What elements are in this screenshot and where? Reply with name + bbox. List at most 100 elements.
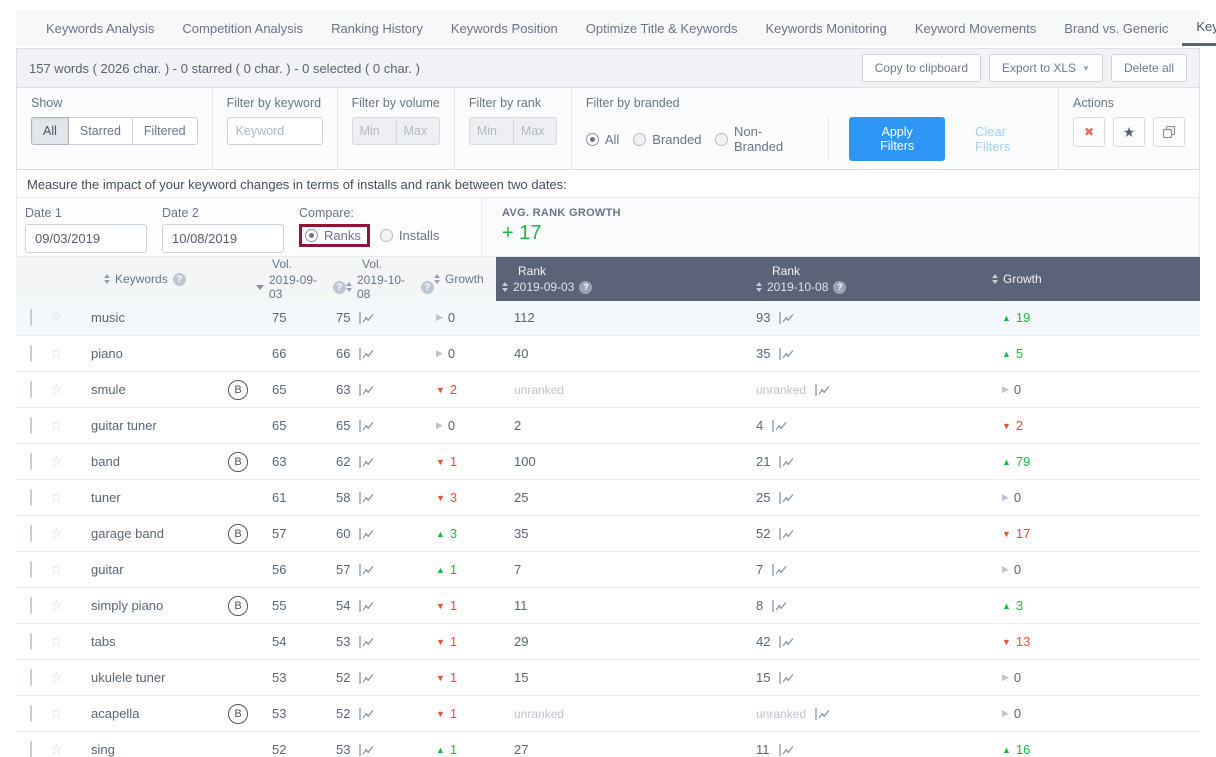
row-checkbox[interactable] [30, 309, 32, 326]
history-chart-icon[interactable] [358, 491, 375, 505]
rank-min-input[interactable] [468, 117, 513, 145]
history-chart-icon[interactable] [778, 635, 795, 649]
history-chart-icon[interactable] [778, 671, 795, 685]
history-chart-icon[interactable] [771, 599, 788, 613]
history-chart-icon[interactable] [778, 491, 795, 505]
history-chart-icon[interactable] [358, 635, 375, 649]
history-chart-icon[interactable] [778, 455, 795, 469]
volume-min-input[interactable] [351, 117, 396, 145]
tab-keywords-monitoring[interactable]: Keywords Monitoring [765, 20, 887, 36]
vol-date2-cell: 63 [328, 382, 418, 397]
row-checkbox[interactable] [30, 417, 32, 434]
volume-filter-section: Filter by volume [338, 88, 455, 169]
show-all-button[interactable]: All [31, 117, 69, 145]
history-chart-icon[interactable] [814, 383, 831, 397]
copy-selected-button[interactable] [1153, 117, 1185, 147]
row-checkbox[interactable] [30, 489, 32, 506]
header-rank-date2[interactable]: Rank 2019-10-08? [740, 257, 984, 301]
history-chart-icon[interactable] [814, 707, 831, 721]
tab-keyword-movements[interactable]: Keyword Movements [914, 20, 1037, 36]
row-checkbox[interactable] [30, 741, 32, 757]
help-icon[interactable]: ? [172, 272, 186, 286]
keyword-filter-input[interactable] [226, 117, 323, 145]
tab-keyword-impact[interactable]: Keyword ImpactNEW [1182, 10, 1216, 46]
help-icon[interactable]: ? [579, 280, 593, 294]
compare-ranks-radio[interactable]: Ranks [305, 228, 361, 243]
branded-all-radio[interactable]: All [585, 132, 619, 147]
tab-optimize-title-keywords[interactable]: Optimize Title & Keywords [585, 20, 738, 36]
export-xls-button[interactable]: Export to XLS ▼ [989, 54, 1103, 82]
history-chart-icon[interactable] [778, 311, 795, 325]
history-chart-icon[interactable] [358, 383, 375, 397]
history-chart-icon[interactable] [771, 419, 788, 433]
help-icon[interactable]: ? [333, 280, 346, 294]
row-checkbox[interactable] [30, 525, 32, 542]
delete-selected-button[interactable]: ✖ [1073, 117, 1105, 147]
history-chart-icon[interactable] [778, 347, 795, 361]
star-selected-button[interactable]: ★ [1113, 117, 1145, 147]
history-chart-icon[interactable] [358, 563, 375, 577]
history-chart-icon[interactable] [358, 599, 375, 613]
row-star-icon[interactable]: ☆ [50, 345, 63, 361]
row-star-icon[interactable]: ☆ [50, 453, 63, 469]
branded-branded-radio[interactable]: Branded [633, 132, 701, 147]
date2-input[interactable] [162, 224, 284, 253]
row-star-icon[interactable]: ☆ [50, 381, 63, 397]
row-checkbox[interactable] [30, 561, 32, 578]
row-checkbox[interactable] [30, 633, 32, 650]
history-chart-icon[interactable] [358, 419, 375, 433]
history-chart-icon[interactable] [358, 347, 375, 361]
rank-max-input[interactable] [512, 117, 557, 145]
tab-keywords-position[interactable]: Keywords Position [450, 20, 558, 36]
row-star-icon[interactable]: ☆ [50, 633, 63, 649]
header-vol-date1[interactable]: Vol. 2019-09-03? [256, 257, 346, 301]
history-chart-icon[interactable] [771, 563, 788, 577]
row-checkbox[interactable] [30, 345, 32, 362]
tab-keywords-analysis[interactable]: Keywords Analysis [46, 20, 155, 36]
copy-to-clipboard-button[interactable]: Copy to clipboard [861, 54, 981, 82]
row-checkbox[interactable] [30, 597, 32, 614]
show-starred-button[interactable]: Starred [68, 117, 133, 145]
row-star-icon[interactable]: ☆ [50, 597, 63, 613]
row-checkbox[interactable] [30, 453, 32, 470]
history-chart-icon[interactable] [358, 743, 375, 757]
clear-filters-link[interactable]: Clear Filters [975, 124, 1011, 154]
history-chart-icon[interactable] [778, 527, 795, 541]
rank-date2-cell: 35 [740, 346, 984, 361]
history-chart-icon[interactable] [358, 527, 375, 541]
row-checkbox[interactable] [30, 705, 32, 722]
header-keywords[interactable]: Keywords? [16, 257, 256, 301]
row-checkbox[interactable] [30, 669, 32, 686]
tab-competition-analysis[interactable]: Competition Analysis [182, 20, 304, 36]
row-star-icon[interactable]: ☆ [50, 741, 63, 757]
header-rank-growth[interactable]: Growth [984, 257, 1200, 301]
apply-filters-button[interactable]: Apply Filters [849, 117, 945, 161]
show-filtered-button[interactable]: Filtered [132, 117, 198, 145]
history-chart-icon[interactable] [358, 311, 375, 325]
history-chart-icon[interactable] [358, 707, 375, 721]
history-chart-icon[interactable] [778, 743, 795, 757]
history-chart-icon[interactable] [358, 671, 375, 685]
tab-brand-vs-generic[interactable]: Brand vs. Generic [1064, 20, 1169, 36]
help-icon[interactable]: ? [833, 280, 847, 294]
rank-date1-cell: 100 [514, 454, 536, 469]
compare-installs-radio[interactable]: Installs [379, 228, 439, 243]
header-vol-date2[interactable]: Vol. 2019-10-08? [346, 257, 434, 301]
row-star-icon[interactable]: ☆ [50, 489, 63, 505]
help-icon[interactable]: ? [421, 280, 434, 294]
row-star-icon[interactable]: ☆ [50, 669, 63, 685]
row-star-icon[interactable]: ☆ [50, 705, 63, 721]
tab-ranking-history[interactable]: Ranking History [331, 20, 423, 36]
row-star-icon[interactable]: ☆ [50, 309, 63, 325]
date1-input[interactable] [25, 224, 147, 253]
delete-all-button[interactable]: Delete all [1110, 54, 1187, 82]
branded-nonbranded-radio[interactable]: Non-Branded [715, 124, 808, 154]
row-checkbox[interactable] [30, 381, 32, 398]
row-star-icon[interactable]: ☆ [50, 525, 63, 541]
history-chart-icon[interactable] [358, 455, 375, 469]
row-star-icon[interactable]: ☆ [50, 561, 63, 577]
volume-max-input[interactable] [395, 117, 440, 145]
header-rank-date1[interactable]: Rank 2019-09-03? [496, 257, 740, 301]
row-star-icon[interactable]: ☆ [50, 417, 63, 433]
header-vol-growth[interactable]: Growth [434, 257, 496, 301]
